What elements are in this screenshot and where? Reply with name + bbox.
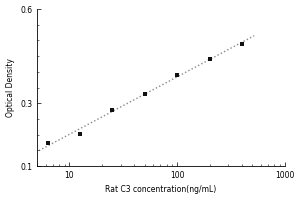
X-axis label: Rat C3 concentration(ng/mL): Rat C3 concentration(ng/mL): [105, 185, 217, 194]
Point: [239, 42, 244, 45]
Point: [175, 73, 179, 77]
Point: [45, 142, 50, 145]
Point: [207, 58, 212, 61]
Point: [142, 92, 147, 95]
Y-axis label: Optical Density: Optical Density: [6, 58, 15, 117]
Point: [77, 133, 82, 136]
Point: [110, 108, 115, 111]
